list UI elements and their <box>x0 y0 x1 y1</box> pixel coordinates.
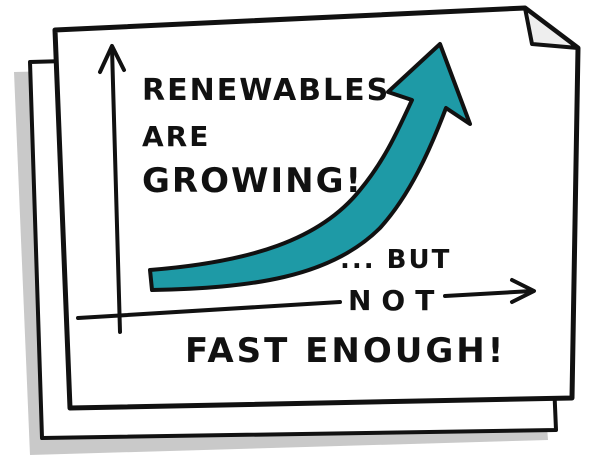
x-axis <box>443 289 534 298</box>
caption-lead: ... BUT <box>340 245 451 275</box>
caption-end: FAST ENOUGH! <box>185 331 506 371</box>
x-axis <box>76 300 342 320</box>
y-axis <box>110 46 122 334</box>
x-axis-arrowhead <box>510 278 536 304</box>
caption-middle: NOT <box>348 284 444 317</box>
headline-line: GROWING! <box>142 161 363 201</box>
headline-line: RENEWABLES <box>142 73 390 108</box>
headline-line: ARE <box>142 120 210 153</box>
growth-arrow <box>148 42 472 292</box>
folded-corner <box>523 6 580 50</box>
y-axis-arrowhead <box>98 44 126 74</box>
